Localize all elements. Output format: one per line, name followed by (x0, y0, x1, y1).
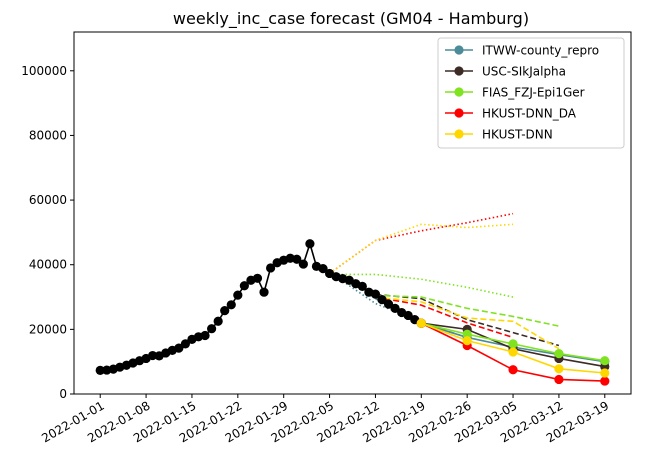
observed-point (213, 316, 223, 326)
observed-point (259, 287, 269, 297)
series-point (462, 336, 472, 346)
observed-point (207, 324, 217, 334)
model-series (416, 318, 610, 386)
forecast-line (329, 223, 514, 275)
observed-point (357, 281, 367, 291)
observed-point (220, 306, 230, 316)
series-point (554, 348, 564, 359)
forecast-line (329, 212, 514, 275)
observed-point (377, 295, 387, 305)
y-tick-label: 100000 (21, 64, 67, 78)
legend-label: HKUST-DNN_DA (482, 107, 577, 121)
observed-point (292, 254, 302, 264)
observed-point (200, 330, 210, 341)
series-point (462, 329, 472, 339)
observed-point (403, 310, 413, 321)
legend-label: FIAS_FZJ-Epi1Ger (482, 86, 585, 100)
y-axis: 0 20000 40000 60000 80000 100000 (21, 64, 74, 401)
legend: ITWW-county_repro USC-SIkJalpha FIAS_FZJ-E… (437, 37, 625, 149)
legend-label: ITWW-county_repro (482, 44, 599, 58)
observed-point (305, 239, 315, 249)
forecast-line (375, 294, 560, 327)
legend-swatch-marker (454, 108, 464, 118)
observed-point (174, 343, 184, 353)
observed-line (100, 240, 422, 372)
chart-title: weekly_inc_case forecast (GM04 - Hamburg… (173, 9, 529, 29)
observed-series (95, 239, 426, 376)
series-point (600, 356, 610, 366)
series-point (554, 364, 564, 374)
observed-point (239, 281, 249, 291)
observed-point (370, 289, 381, 299)
observed-point (383, 299, 394, 309)
series-point (508, 365, 518, 375)
x-axis: 2022-01-012022-01-082022-01-152022-01-22… (39, 394, 611, 445)
observed-point (233, 290, 243, 300)
legend-box (437, 37, 625, 149)
plot-frame (73, 31, 632, 395)
forecast-line (375, 296, 514, 339)
y-tick-label: 40000 (29, 258, 67, 272)
observed-point (390, 303, 400, 313)
series-point (508, 347, 518, 357)
observed-point (252, 273, 263, 283)
observed-point (298, 259, 308, 269)
observed-point (226, 300, 236, 310)
legend-swatch-marker (454, 129, 464, 139)
observed-point (148, 350, 158, 361)
legend-label: HKUST-DNN (482, 128, 553, 142)
observed-point (265, 263, 276, 273)
series-point (600, 368, 610, 378)
legend-swatch-marker (454, 45, 464, 55)
observed-point (95, 365, 105, 376)
series-point (600, 376, 610, 386)
y-tick-label: 20000 (29, 322, 67, 336)
forecast-line (329, 273, 514, 298)
legend-swatch-marker (454, 87, 464, 97)
observed-point (318, 263, 328, 274)
series-point (554, 374, 564, 385)
series-point (508, 339, 518, 349)
y-tick-label: 0 (59, 387, 67, 401)
legend-swatch-marker (454, 66, 464, 76)
legend-label: USC-SIkJalpha (482, 65, 566, 79)
series-point (416, 318, 426, 328)
y-tick-label: 80000 (29, 128, 67, 142)
observed-point (180, 339, 190, 349)
y-tick-label: 60000 (29, 193, 67, 207)
forecast-line (375, 296, 560, 350)
